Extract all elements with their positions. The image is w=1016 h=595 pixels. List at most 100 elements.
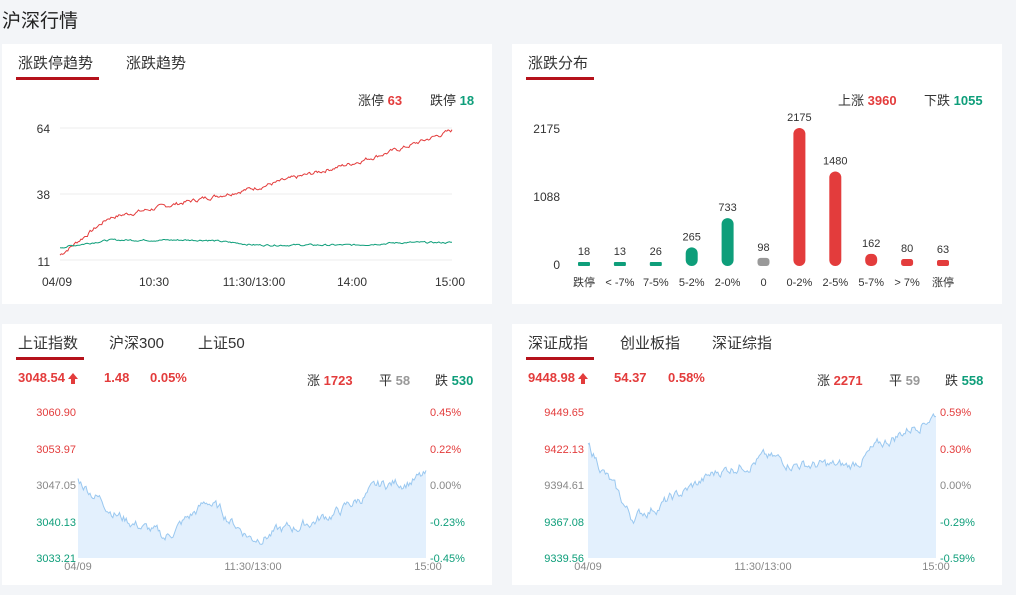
tab-limit-trend[interactable]: 涨跌停趋势: [15, 52, 100, 80]
tab-sz-component[interactable]: 深证成指: [525, 332, 595, 360]
limit-down-value: 18: [459, 93, 475, 108]
bar-value-label: 2175: [787, 112, 811, 124]
x-tick-label: 15:00: [922, 561, 950, 573]
rise-stat: 上涨 3960: [838, 90, 897, 109]
up-count: 1723: [323, 373, 353, 388]
category-label: 7-5%: [643, 277, 669, 289]
x-tick-label: 10:30: [139, 275, 169, 289]
up-count: 2271: [833, 373, 863, 388]
bar: [757, 257, 770, 266]
y-tick-label: 1088: [533, 190, 560, 204]
bar-value-label: 18: [578, 246, 590, 258]
y-right-label: 0.22%: [430, 444, 461, 456]
x-tick-label: 04/09: [42, 275, 72, 289]
series-line-0: [59, 129, 453, 256]
y-right-label: -0.45%: [430, 553, 465, 565]
limit-up-stat: 涨停 63: [358, 90, 402, 109]
sz-price-value: 9448.98: [528, 370, 575, 385]
bar: [865, 253, 878, 266]
sz-change: 54.37: [614, 370, 647, 385]
sh-up-count: 涨 1723: [307, 370, 353, 389]
category-label: 跌停: [573, 275, 595, 289]
y-tick-label: 11: [38, 255, 51, 269]
y-left-label: 9339.56: [544, 553, 584, 565]
down-label: 跌: [945, 373, 959, 388]
bar-value-label: 26: [650, 246, 662, 258]
category-label: 0: [760, 277, 766, 289]
category-label: 2-0%: [715, 277, 741, 289]
category-label: 2-5%: [822, 277, 848, 289]
sh-pct: 0.05%: [150, 370, 187, 385]
y-tick-label: 0: [553, 258, 560, 272]
y-right-label: -0.29%: [940, 517, 975, 529]
bar-value-label: 80: [901, 243, 913, 255]
tab-sz-composite[interactable]: 深证综指: [712, 335, 773, 352]
tab-updown-trend[interactable]: 涨跌趋势: [126, 55, 187, 72]
limit-trend-chart: 64 38 11 04/09 10:30 11:30/13:00 14:00 1…: [37, 122, 466, 289]
y-left-label: 3053.97: [36, 444, 76, 456]
y-left-label: 9449.65: [544, 407, 584, 419]
sz-index-panel: 深证成指 创业板指 深证综指 9448.98 54.37 0.58% 涨 227…: [512, 324, 1002, 585]
tab-sse50[interactable]: 上证50: [198, 335, 245, 352]
bar-value-label: 13: [614, 246, 626, 258]
bar-value-label: 733: [718, 202, 736, 214]
sz-price: 9448.98: [528, 370, 588, 385]
tab-distribution[interactable]: 涨跌分布: [525, 52, 595, 80]
tab-sh-composite[interactable]: 上证指数: [15, 332, 85, 360]
limit-down-stat: 跌停 18: [430, 90, 474, 109]
limit-down-label: 跌停: [430, 93, 457, 108]
sh-index-panel: 上证指数 沪深300 上证50 3048.54 1.48 0.05% 涨 172…: [2, 324, 492, 585]
y-left-label: 9367.08: [544, 517, 584, 529]
distribution-panel: 涨跌分布 上涨 3960 下跌 1055 2175 1088 0 18 跌停 13 <…: [512, 44, 1002, 304]
category-label: 5-2%: [679, 277, 705, 289]
sh-index-chart: 3060.90 3053.97 3047.05 3040.13 3033.21 …: [36, 407, 465, 573]
limit-trend-panel: 涨跌停趋势 涨跌趋势 涨停 63 跌停 18 64 38 11 04/09 10…: [2, 44, 492, 304]
bar: [901, 258, 914, 266]
sh-flat-count: 平 58: [379, 370, 410, 389]
category-label: 0-2%: [787, 277, 813, 289]
price-area: [78, 470, 426, 558]
y-left-label: 3040.13: [36, 517, 76, 529]
flat-label: 平: [379, 373, 393, 388]
tab-chinext[interactable]: 创业板指: [620, 335, 681, 352]
price-line: [587, 412, 937, 525]
fall-label: 下跌: [924, 93, 951, 108]
y-left-label: 9422.13: [544, 444, 584, 456]
up-label: 涨: [307, 373, 321, 388]
y-right-label: 0.00%: [940, 480, 971, 492]
y-tick-label: 38: [37, 188, 51, 202]
sz-down-count: 跌 558: [945, 370, 983, 389]
y-right-label: 0.45%: [430, 407, 461, 419]
limit-up-value: 63: [387, 93, 403, 108]
y-left-label: 9394.61: [544, 480, 584, 492]
arrow-up-icon: [68, 373, 78, 384]
bar-value-label: 98: [757, 242, 769, 254]
bar-value-label: 1480: [823, 155, 847, 167]
limit-up-label: 涨停: [358, 93, 385, 108]
x-tick-label: 15:00: [414, 561, 442, 573]
y-right-label: -0.23%: [430, 517, 465, 529]
y-left-label: 3033.21: [36, 553, 76, 565]
fall-stat: 下跌 1055: [924, 90, 983, 109]
price-line: [77, 470, 427, 545]
bar: [829, 171, 842, 266]
x-tick-label: 11:30/13:00: [223, 275, 286, 289]
x-tick-label: 04/09: [574, 561, 602, 573]
down-count: 558: [961, 373, 984, 388]
bar-value-label: 265: [683, 231, 701, 243]
x-tick-label: 11:30/13:00: [734, 561, 791, 573]
bar: [649, 262, 662, 266]
flat-count: 58: [395, 373, 411, 388]
sh-down-count: 跌 530: [435, 370, 473, 389]
bar: [937, 260, 949, 266]
tab-csi300[interactable]: 沪深300: [109, 335, 165, 352]
page-title: 沪深行情: [2, 11, 79, 32]
x-tick-label: 15:00: [435, 275, 465, 289]
down-count: 530: [451, 373, 474, 388]
y-right-label: 0.30%: [940, 444, 971, 456]
category-label: < -7%: [605, 277, 634, 289]
bar: [613, 262, 626, 266]
y-left-label: 3060.90: [36, 407, 76, 419]
category-label: > 7%: [894, 277, 920, 289]
sh-price: 3048.54: [18, 370, 78, 385]
